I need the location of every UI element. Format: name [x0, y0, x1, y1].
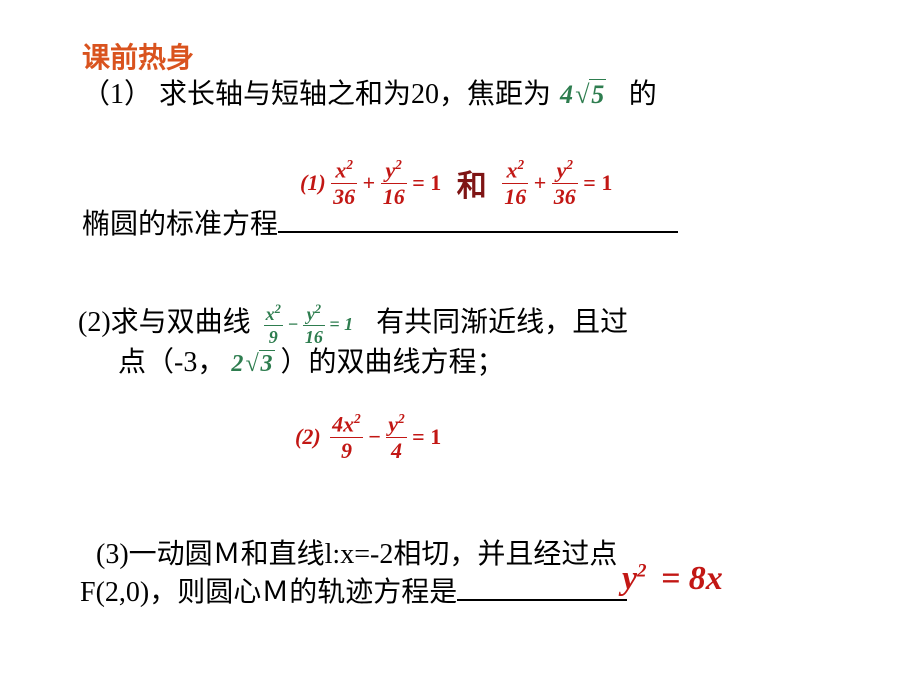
q1-eqB-den2: 36 [552, 183, 578, 208]
q1-line1-post: 的 [629, 79, 657, 110]
q1-eqA-den2: 16 [381, 183, 407, 208]
q1-ans-prefix: (1) [300, 170, 326, 195]
q3-line2: F(2,0)，则圆心Ｍ的轨迹方程是 [80, 570, 627, 610]
q1-eqB-den1: 16 [502, 183, 528, 208]
q2-ans-num2: y [388, 411, 398, 436]
q1-eqA-num2: y [386, 157, 396, 182]
q2-ans-eq: = 1 [412, 424, 441, 449]
q2-ans-term2: y2 4 [386, 412, 406, 462]
q3-line2-pre: F(2,0)，则圆心Ｍ的轨迹方程是 [80, 577, 457, 608]
q2-post1: 有共同渐近线，且过 [376, 307, 628, 338]
q2-ans-prefix: (2) [295, 424, 321, 449]
q2-line2: 点（-3， 23 ）的双曲线方程； [118, 340, 505, 380]
q2-hyper-eq: = 1 [329, 314, 353, 334]
q3-ans-rhs: = 8x [661, 560, 723, 597]
q1-line1-pre: （1） 求长轴与短轴之和为20，焦距为 [82, 79, 551, 110]
q1-eqA-term2: y2 16 [381, 158, 407, 208]
q1-eqB-num1: x [506, 157, 517, 182]
q1-blank [278, 205, 678, 233]
q2-pt-rad: 3 [259, 350, 275, 378]
q1-line2-pre: 椭圆的标准方程 [82, 209, 278, 240]
q2-answer: (2) 4x2 9 − y2 4 = 1 [295, 412, 441, 462]
q2-ans-den1: 9 [330, 437, 363, 462]
q3-blank [457, 573, 627, 601]
q1-line1: （1） 求长轴与短轴之和为20，焦距为 45 的 [82, 72, 657, 112]
q2-ans-den2: 4 [386, 437, 406, 462]
q2-ans-num1coef: 4 [332, 411, 343, 436]
q3-ans-lhs: y [622, 560, 637, 597]
q1-ans-mid: 和 [457, 170, 487, 203]
minus1: − [287, 314, 302, 334]
q1-eqA-term1: x2 36 [331, 158, 357, 208]
q1-eqB-term2: y2 36 [552, 158, 578, 208]
q1-eqB-num2: y [557, 157, 567, 182]
plus1: + [363, 170, 376, 195]
q2-pt-coef: 2 [231, 351, 243, 377]
q1-eqA-num1: x [335, 157, 346, 182]
minus2: − [368, 424, 386, 449]
q1-eqB-term1: x2 16 [502, 158, 528, 208]
q1-focal-coef: 4 [560, 80, 573, 109]
q2-hyper-num2: y [307, 304, 315, 324]
q3-answer: y2 = 8x [622, 560, 723, 598]
q1-eqA-den1: 36 [331, 183, 357, 208]
q2-ans-num1: x [343, 411, 354, 436]
q2-line2-post: ）的双曲线方程； [281, 347, 505, 378]
q2-hyper-num1: x [266, 304, 275, 324]
q1-focal-rad: 5 [589, 79, 606, 110]
q2-line2-pre: 点（-3， [118, 347, 225, 378]
q2-pt: 23 [225, 351, 280, 377]
q2-pre: (2)求与双曲线 [78, 307, 251, 338]
plus2: + [534, 170, 547, 195]
q3-line1: (3)一动圆Ｍ和直线l:x=-2相切，并且经过点 [96, 532, 617, 572]
q1-eqB-eq: = 1 [583, 170, 612, 195]
section-title: 课前热身 [82, 36, 194, 76]
q1-answer: (1) x2 36 + y2 16 = 1 和 x2 16 + y2 36 = … [300, 158, 612, 208]
q2-ans-term1: 4x2 9 [330, 412, 363, 462]
q1-eqA-eq: = 1 [412, 170, 441, 195]
q1-focal: 45 [560, 80, 613, 109]
